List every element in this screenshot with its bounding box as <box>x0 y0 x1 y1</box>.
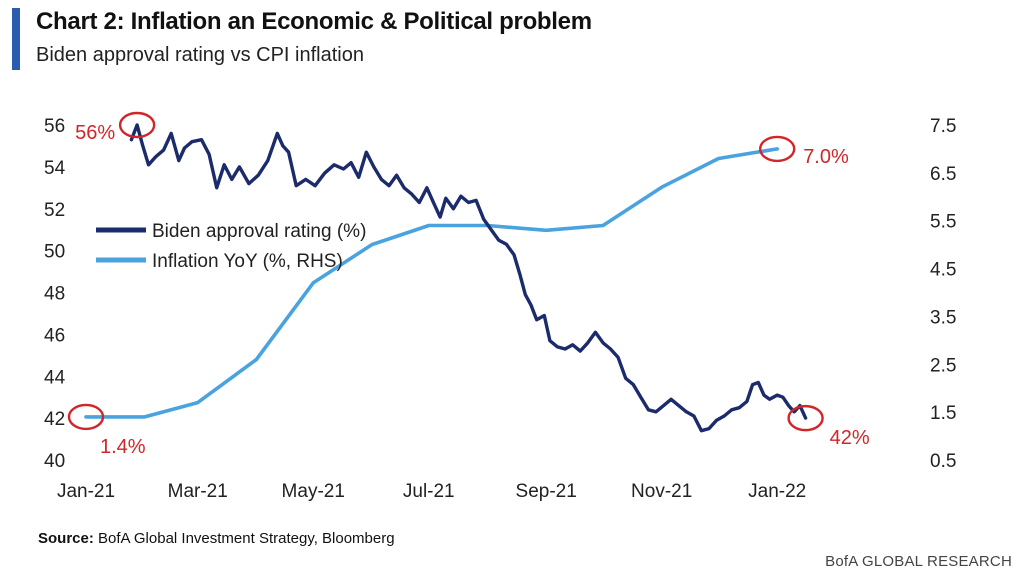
left-tick-label: 44 <box>44 367 66 388</box>
left-tick-label: 54 <box>44 158 66 179</box>
right-tick-label: 2.5 <box>930 355 956 376</box>
left-tick-label: 48 <box>44 284 65 305</box>
source-note: Source: BofA Global Investment Strategy,… <box>38 530 395 547</box>
right-tick-label: 3.5 <box>930 307 956 328</box>
right-tick-label: 4.5 <box>930 260 956 281</box>
x-tick-label: Jul-21 <box>403 481 455 502</box>
x-tick-label: Sep-21 <box>516 481 577 502</box>
left-tick-label: 52 <box>44 200 65 221</box>
annotation-label: 1.4% <box>100 436 146 458</box>
right-tick-label: 6.5 <box>930 164 956 185</box>
approval-line <box>129 123 808 433</box>
chart-subtitle: Biden approval rating vs CPI inflation <box>36 44 364 66</box>
legend: Biden approval rating (%) Inflation YoY (… <box>96 221 366 272</box>
annotation-circle <box>67 403 105 431</box>
annotation-circle <box>758 135 796 163</box>
annotation-circle <box>118 111 156 139</box>
annotation-label: 42% <box>830 427 870 449</box>
legend-label: Biden approval rating (%) <box>152 221 366 242</box>
left-tick-label: 40 <box>44 451 65 472</box>
left-axis: 40 42 44 46 48 50 52 54 56 <box>44 116 66 472</box>
source-text: BofA Global Investment Strategy, Bloombe… <box>98 530 395 547</box>
annotations: 56% 42% 1.4% 7.0% <box>67 111 870 458</box>
right-tick-label: 1.5 <box>930 403 956 424</box>
annotation-label: 7.0% <box>803 146 849 168</box>
inflation-line <box>84 147 779 419</box>
left-tick-label: 46 <box>44 325 65 346</box>
right-tick-label: 0.5 <box>930 451 956 472</box>
source-label: Source: <box>38 530 94 547</box>
annotation-label: 56% <box>75 122 115 144</box>
x-tick-label: Jan-21 <box>57 481 115 502</box>
legend-label: Inflation YoY (%, RHS) <box>152 251 343 272</box>
brand-footer: BofA GLOBAL RESEARCH <box>825 553 1012 570</box>
left-tick-label: 50 <box>44 242 65 263</box>
right-tick-label: 5.5 <box>930 212 956 233</box>
x-tick-label: May-21 <box>282 481 345 502</box>
x-tick-label: Jan-22 <box>748 481 806 502</box>
x-tick-label: Nov-21 <box>631 481 692 502</box>
left-tick-label: 42 <box>44 409 65 430</box>
x-tick-label: Mar-21 <box>168 481 228 502</box>
right-tick-label: 7.5 <box>930 116 956 137</box>
series-layer <box>84 123 808 433</box>
right-axis: 0.5 1.5 2.5 3.5 4.5 5.5 6.5 7.5 <box>930 116 956 472</box>
left-tick-label: 56 <box>44 116 65 137</box>
title-accent-bar <box>12 8 20 70</box>
annotation-circle <box>787 404 824 432</box>
chart-title: Chart 2: Inflation an Economic & Politic… <box>36 8 592 35</box>
x-axis: Jan-21 Mar-21 May-21 Jul-21 Sep-21 Nov-21 Jan-… <box>57 481 806 502</box>
